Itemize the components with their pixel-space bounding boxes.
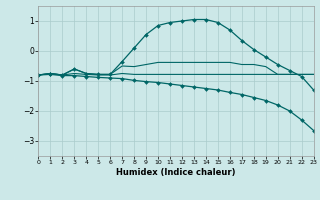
X-axis label: Humidex (Indice chaleur): Humidex (Indice chaleur) <box>116 168 236 177</box>
